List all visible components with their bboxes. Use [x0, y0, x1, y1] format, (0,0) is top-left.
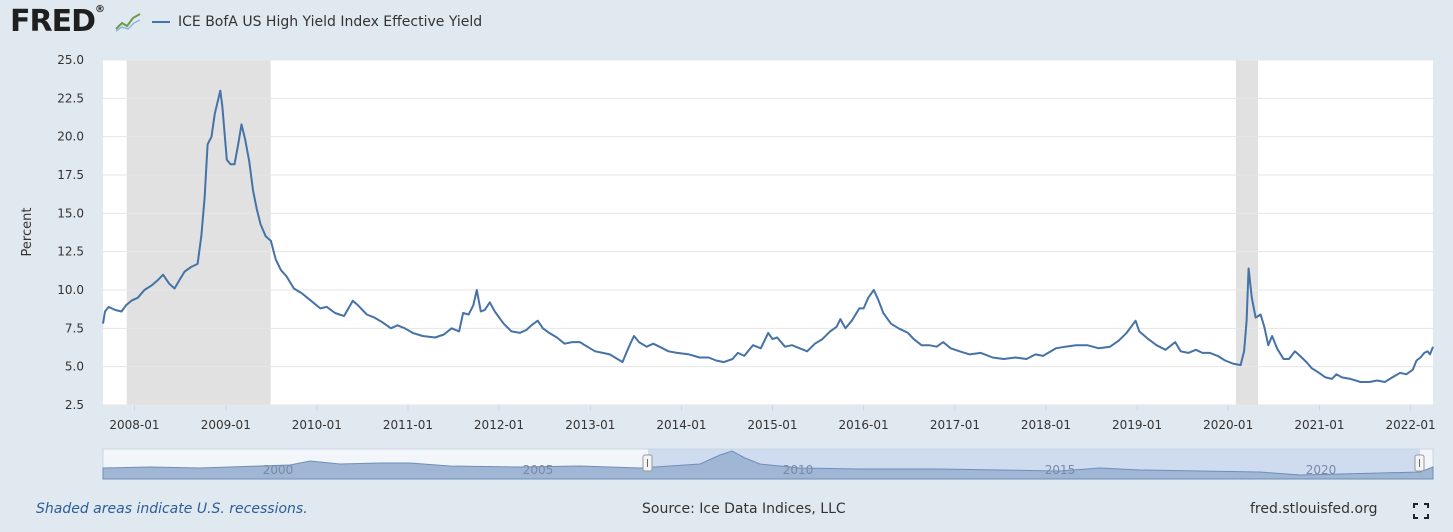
site-link[interactable]: fred.stlouisfed.org — [1250, 501, 1378, 517]
y-tick-label: 15.0 — [57, 206, 84, 220]
logo-text: FRED — [10, 4, 96, 39]
recession-note: Shaded areas indicate U.S. recessions. — [36, 501, 308, 517]
legend-label: ICE BofA US High Yield Index Effective Y… — [178, 14, 483, 30]
x-tick-label: 2008-01 — [109, 418, 159, 432]
source-note: Source: Ice Data Indices, LLC — [642, 501, 846, 517]
x-tick-label: 2014-01 — [656, 418, 706, 432]
y-tick-label: 20.0 — [57, 130, 84, 144]
x-tick-label: 2019-01 — [1112, 418, 1162, 432]
y-tick-label: 12.5 — [57, 245, 84, 259]
recession-shading — [126, 60, 1259, 405]
chart-logo-icon — [114, 11, 142, 33]
y-tick-label: 7.5 — [65, 321, 84, 335]
legend-swatch — [152, 21, 170, 23]
x-tick-label: 2022-01 — [1385, 418, 1435, 432]
y-tick-label: 10.0 — [57, 283, 84, 297]
x-tick-label: 2009-01 — [201, 418, 251, 432]
x-tick-label: 2021-01 — [1294, 418, 1344, 432]
y-axis-ticks: 2.5 5.0 7.5 10.0 12.5 15.0 17.5 20.0 22.5 25.0 — [57, 53, 84, 412]
x-tick-label: 2018-01 — [1021, 418, 1071, 432]
x-tick-label: 2020-01 — [1203, 418, 1253, 432]
navigator-series — [102, 450, 1434, 480]
y-tick-label: 17.5 — [57, 168, 84, 182]
navigator-labels: 2000 2005 2010 2015 2020 — [263, 463, 1337, 477]
x-tick-label: 2011-01 — [383, 418, 433, 432]
x-tick-label: 2015-01 — [747, 418, 797, 432]
navigator-year-label: 2010 — [783, 463, 814, 477]
x-tick-label: 2017-01 — [930, 418, 980, 432]
x-tick-label: 2010-01 — [292, 418, 342, 432]
y-tick-label: 25.0 — [57, 53, 84, 67]
y-axis-label: Percent — [20, 208, 35, 257]
navigator-year-label: 2020 — [1306, 463, 1337, 477]
navigator-year-label: 2015 — [1045, 463, 1076, 477]
plot-background — [103, 60, 1433, 405]
navigator-year-label: 2000 — [263, 463, 294, 477]
y-tick-label: 2.5 — [65, 398, 84, 412]
recession-band — [126, 60, 271, 405]
x-tick-label: 2013-01 — [565, 418, 615, 432]
fullscreen-icon[interactable] — [1413, 503, 1429, 519]
y-tick-label: 22.5 — [57, 91, 84, 105]
fred-logo[interactable]: FRED® — [10, 4, 105, 39]
x-tick-label: 2016-01 — [839, 418, 889, 432]
recession-band — [1235, 60, 1259, 405]
x-tick-label: 2012-01 — [474, 418, 524, 432]
chart-header: FRED® ICE BofA US High Yield Index Effec… — [0, 0, 1453, 48]
chart-legend[interactable]: ICE BofA US High Yield Index Effective Y… — [152, 14, 482, 30]
navigator-year-label: 2005 — [523, 463, 554, 477]
x-axis-ticks: 2008-01 2009-01 2010-01 2011-01 2012-01 2013-… — [109, 405, 1436, 432]
y-tick-label: 5.0 — [65, 360, 84, 374]
logo-mark: ® — [95, 4, 105, 15]
gridlines — [103, 59, 1433, 406]
range-navigator[interactable]: 2000 2005 2010 2015 2020 — [102, 448, 1434, 480]
series-line — [102, 89, 1434, 383]
